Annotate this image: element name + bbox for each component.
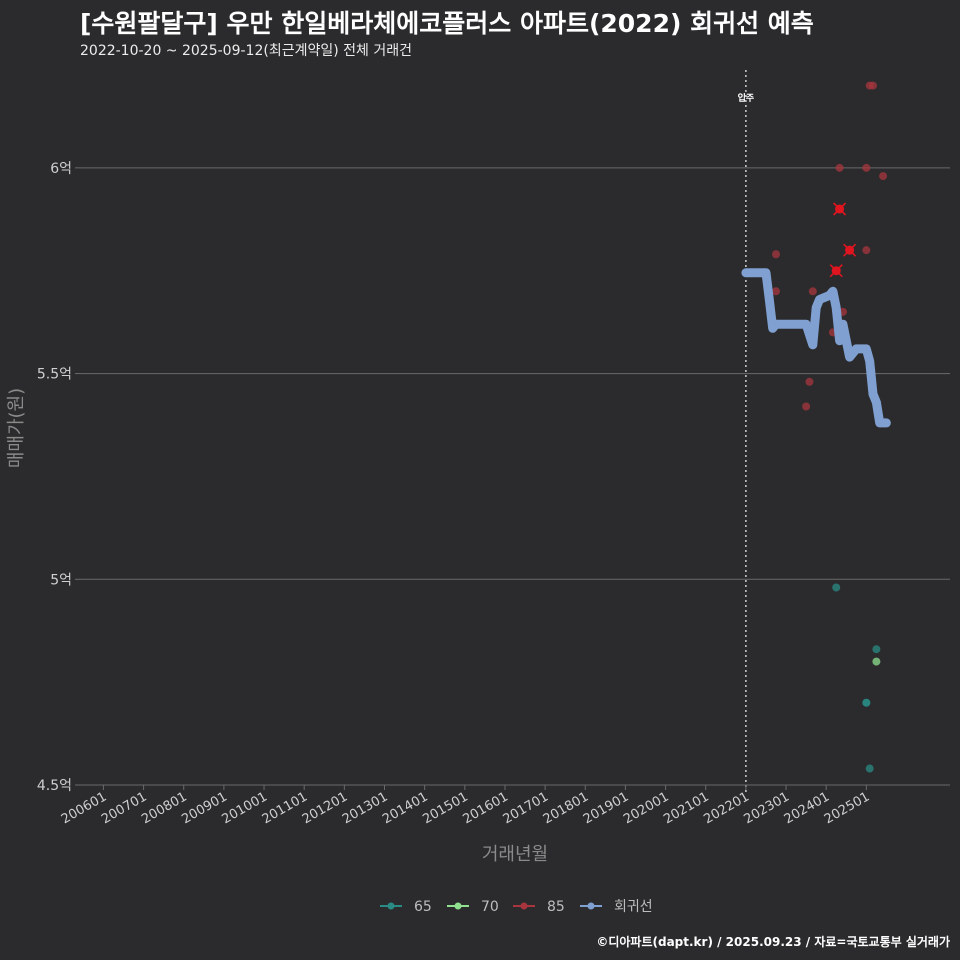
legend-swatch-dot [454, 902, 462, 910]
scatter-points [772, 81, 888, 773]
chart-subtitle: 2022-10-20 ~ 2025-09-12(최근계약일) 전체 거래건 [80, 43, 412, 59]
legend-label: 70 [481, 899, 499, 915]
regression-line [741, 268, 891, 428]
data-point-65 [865, 764, 874, 773]
chart-title: [수원팔달구] 우만 한일베라체에코플러스 아파트(2022) 회귀선 예측 [80, 9, 814, 38]
data-point-65 [862, 698, 871, 707]
source-caption: ©디아파트(dapt.kr) / 2025.09.23 / 자료=국토교통부 실… [596, 935, 950, 949]
legend: 65 70 85 회귀선 [380, 899, 653, 915]
legend-label: 65 [414, 899, 432, 915]
x-tick-label: 202501 [822, 789, 872, 827]
legend-swatch-dot [587, 902, 595, 910]
legend-label: 회귀선 [614, 899, 653, 915]
x-tick-label: 201101 [260, 789, 310, 827]
x-tick-label: 200601 [59, 789, 109, 827]
data-point-85 [772, 287, 780, 296]
legend-label: 85 [547, 899, 565, 915]
x-tick-label: 200801 [139, 789, 189, 827]
x-tick-label: 200701 [99, 789, 149, 827]
data-point-70 [872, 657, 881, 666]
data-point-85 [835, 163, 844, 172]
x-tick-label: 201201 [300, 789, 350, 827]
x-tick-label: 201401 [380, 789, 430, 827]
x-tick-label: 202101 [661, 789, 711, 827]
highlight-x-mark [833, 202, 847, 216]
y-axis-ticks: 4.5억 5억 5.5억 6억 [37, 161, 80, 794]
data-point-65 [872, 645, 881, 654]
highlight-x-mark [843, 243, 857, 257]
data-point-85 [862, 246, 871, 255]
x-tick-label: 201301 [340, 789, 390, 827]
move-in-label: 입주 [738, 92, 755, 104]
data-point-85 [805, 377, 814, 386]
y-tick-label: 6억 [50, 161, 72, 177]
x-tick-label: 202301 [742, 789, 792, 827]
highlight-markers [829, 202, 857, 278]
data-point-65 [832, 583, 841, 592]
y-tick-label: 5.5억 [37, 367, 72, 383]
x-axis-label: 거래년월 [482, 844, 548, 865]
x-tick-label: 201001 [220, 789, 270, 827]
x-tick-label: 202201 [701, 789, 751, 827]
highlight-x-mark [829, 264, 843, 278]
x-tick-label: 200901 [179, 789, 229, 827]
data-point-85 [772, 250, 780, 259]
legend-swatch-dot [520, 902, 528, 910]
x-tick-label: 201901 [581, 789, 631, 827]
data-point-85 [802, 402, 811, 411]
x-tick-label: 201701 [501, 789, 551, 827]
x-tick-label: 201801 [541, 789, 591, 827]
data-point-85 [862, 163, 871, 172]
regression-line-group [741, 268, 891, 428]
y-axis-label: 매매가(원) [6, 388, 27, 468]
grid-lines [80, 167, 950, 786]
data-point-85 [869, 81, 878, 90]
x-tick-label: 202401 [782, 789, 832, 827]
x-tick-label: 201501 [420, 789, 470, 827]
data-point-85 [808, 287, 817, 296]
y-tick-label: 4.5억 [37, 778, 72, 794]
x-tick-label: 202001 [621, 789, 671, 827]
legend-swatch-dot [387, 902, 395, 910]
move-in-marker: 입주 [738, 70, 755, 795]
y-tick-label: 5억 [50, 572, 72, 588]
data-point-85 [879, 172, 888, 181]
x-axis-ticks: 2006012007012008012009012010012011012012… [59, 785, 872, 827]
x-tick-label: 201601 [460, 789, 510, 827]
